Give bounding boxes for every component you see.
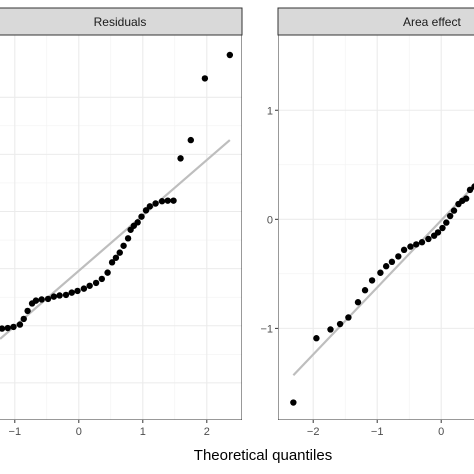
point [86, 282, 93, 289]
point [439, 224, 446, 232]
point [345, 314, 352, 321]
point [50, 293, 58, 300]
strip [0, 7, 243, 36]
strip-label: Area effect [403, 15, 461, 29]
panel-border [0, 35, 242, 420]
point [201, 75, 209, 82]
point [108, 259, 116, 266]
point [382, 263, 390, 270]
point [146, 203, 154, 210]
point [434, 229, 442, 236]
point [395, 253, 402, 260]
reference-line [292, 184, 474, 377]
point [120, 242, 127, 249]
point [368, 277, 376, 284]
point [187, 136, 194, 144]
x-tick-label: 0 [438, 426, 444, 438]
x-tick-label: 0 [76, 426, 82, 438]
point [450, 207, 458, 214]
point [4, 324, 11, 332]
point [418, 239, 426, 246]
point [104, 269, 111, 276]
point [10, 323, 17, 331]
point [164, 197, 171, 204]
point [92, 279, 100, 287]
point [142, 207, 150, 214]
point [471, 183, 474, 190]
x-tick-label: −1 [9, 426, 22, 438]
point [98, 275, 106, 283]
point [290, 399, 297, 406]
point [124, 235, 132, 242]
point [443, 219, 450, 226]
point [466, 186, 474, 194]
point [226, 51, 234, 59]
y-tick-label: −1 [260, 323, 273, 335]
point [336, 320, 344, 328]
point [16, 321, 24, 328]
x-tick-label: 1 [140, 426, 146, 438]
point [377, 269, 384, 276]
point [413, 241, 420, 248]
panel [0, 35, 242, 420]
strip-label: Residuals [94, 15, 147, 29]
x-axis-title: Theoretical quantiles [194, 447, 332, 464]
point [24, 307, 31, 315]
point [62, 291, 70, 299]
point [138, 213, 145, 220]
point [313, 335, 320, 342]
point [400, 246, 408, 254]
point [38, 296, 45, 303]
point [388, 258, 396, 266]
y-tick-label: 1 [267, 105, 273, 117]
x-tick-label: −2 [307, 426, 320, 438]
y-tick-label: 0 [267, 214, 273, 226]
point [0, 325, 6, 332]
point [361, 287, 369, 294]
point [56, 292, 63, 299]
point [20, 315, 27, 323]
point [68, 289, 75, 296]
point [170, 197, 177, 204]
point [116, 249, 123, 256]
x-tick-label: −1 [371, 426, 384, 438]
point [44, 295, 52, 303]
point [158, 198, 166, 205]
point [112, 254, 120, 261]
point [354, 299, 362, 306]
panel-background [0, 35, 242, 420]
point [407, 243, 414, 250]
point [446, 212, 454, 220]
point [327, 326, 334, 333]
point [74, 287, 81, 295]
point [177, 155, 184, 162]
point [32, 297, 40, 304]
x-tick-label: 2 [204, 426, 210, 438]
strip [277, 7, 474, 36]
reference-line [0, 139, 231, 340]
point [152, 200, 159, 207]
point [425, 235, 432, 243]
point [80, 285, 88, 292]
panel [278, 35, 474, 420]
point [462, 195, 470, 202]
point [134, 219, 141, 226]
